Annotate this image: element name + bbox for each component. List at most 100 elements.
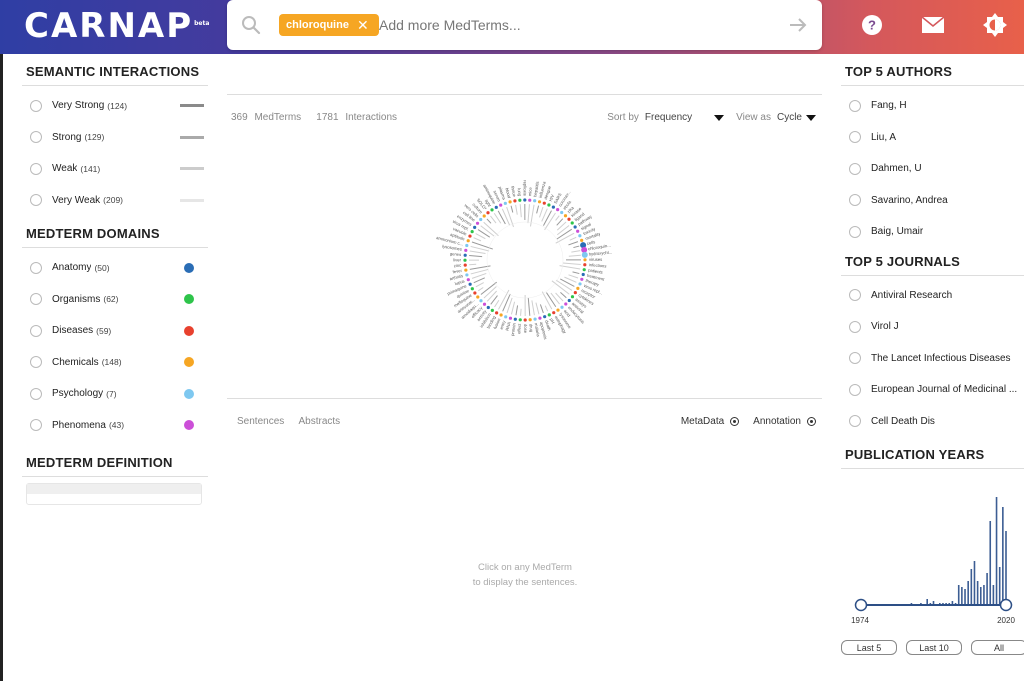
medterm-label[interactable]: HIV bbox=[548, 194, 555, 203]
medterm-node[interactable] bbox=[473, 225, 477, 229]
medterm-node[interactable] bbox=[486, 305, 490, 310]
medterm-label[interactable]: drug bbox=[528, 324, 534, 333]
interaction-very-strong[interactable]: Very Strong (124) bbox=[22, 90, 208, 122]
medterm-label[interactable]: malaria bbox=[534, 323, 541, 338]
medterm-label[interactable]: fever bbox=[452, 268, 463, 275]
radio-button[interactable] bbox=[30, 293, 42, 306]
author-item[interactable]: Savarino, Andrea bbox=[841, 185, 1024, 217]
medterm-node[interactable] bbox=[580, 238, 584, 242]
last-5-button[interactable]: Last 5 bbox=[841, 640, 897, 655]
medterm-node[interactable] bbox=[542, 201, 546, 205]
medterm-node[interactable] bbox=[523, 198, 527, 202]
range-end-handle[interactable] bbox=[999, 598, 1013, 612]
medterm-label[interactable]: quinine bbox=[456, 288, 471, 299]
medterm-label[interactable]: liver bbox=[453, 257, 461, 262]
medterm-node[interactable] bbox=[490, 208, 494, 212]
journal-item[interactable]: Antiviral Research bbox=[841, 280, 1024, 312]
medterm-node[interactable] bbox=[473, 291, 477, 295]
medterm-node[interactable] bbox=[476, 295, 480, 299]
medterm-label[interactable]: pH bbox=[549, 317, 556, 324]
medterm-label[interactable]: serum bbox=[492, 190, 501, 203]
medterm-label[interactable]: zinc bbox=[454, 263, 462, 269]
metadata-radio[interactable] bbox=[730, 417, 740, 426]
medterm-node[interactable] bbox=[537, 200, 542, 204]
medterm-chip[interactable]: chloroquine ✕ bbox=[279, 14, 379, 36]
domain-organisms[interactable]: Organisms (62) bbox=[22, 284, 208, 316]
medterm-node[interactable] bbox=[573, 225, 577, 229]
domain-diseases[interactable]: Diseases (59) bbox=[22, 315, 208, 347]
medterm-node[interactable] bbox=[518, 318, 522, 322]
medterm-label[interactable]: hydroxychl... bbox=[589, 250, 613, 257]
medterm-label[interactable]: aptitude bbox=[450, 232, 466, 242]
medterm-node[interactable] bbox=[503, 201, 507, 205]
medterm-node[interactable] bbox=[567, 217, 571, 221]
journal-item[interactable]: The Lancet Infectious Diseases bbox=[841, 343, 1024, 375]
medterm-node[interactable] bbox=[581, 246, 588, 253]
medterm-label[interactable]: ebola bbox=[562, 199, 573, 211]
medterm-node[interactable] bbox=[576, 229, 580, 233]
medterm-label[interactable]: fusion bbox=[492, 317, 501, 330]
medterm-label[interactable]: signal bbox=[580, 222, 592, 232]
medterm-label[interactable]: death bbox=[544, 320, 552, 332]
medterm-node[interactable] bbox=[482, 302, 487, 306]
radio-button[interactable] bbox=[30, 162, 42, 175]
medterm-label[interactable]: assays bbox=[574, 297, 587, 309]
radio-button[interactable] bbox=[30, 131, 42, 144]
carnap-logo[interactable]: CARNAP beta bbox=[24, 8, 209, 44]
medterm-node[interactable] bbox=[479, 299, 483, 303]
medterm-label[interactable]: dengue bbox=[543, 185, 552, 200]
medterm-node[interactable] bbox=[570, 295, 575, 299]
radio-button[interactable] bbox=[849, 162, 861, 175]
all-button[interactable]: All bbox=[971, 640, 1024, 655]
domain-psychology[interactable]: Psychology (7) bbox=[22, 378, 208, 410]
radio-button[interactable] bbox=[849, 383, 861, 396]
medterm-node[interactable] bbox=[581, 251, 588, 258]
medterm-node[interactable] bbox=[464, 268, 468, 272]
medterm-label[interactable]: mice bbox=[527, 186, 533, 196]
medterm-label[interactable]: toxicity bbox=[582, 226, 597, 236]
mail-button[interactable] bbox=[921, 13, 945, 37]
radio-button[interactable] bbox=[30, 194, 42, 207]
medterm-node[interactable] bbox=[581, 272, 585, 277]
medterm-label[interactable]: treatment bbox=[587, 273, 606, 282]
medterm-label[interactable]: arthritis bbox=[449, 273, 464, 281]
domain-chemicals[interactable]: Chemicals (148) bbox=[22, 347, 208, 379]
medterm-node[interactable] bbox=[513, 317, 517, 321]
medterm-label[interactable]: dose bbox=[523, 324, 528, 334]
journal-item[interactable]: Cell Death Dis bbox=[841, 406, 1024, 438]
medterm-label[interactable]: chloroquin... bbox=[588, 243, 611, 252]
medterm-cycle-graph[interactable]: cellschloroquin...hydroxychl...virusesin… bbox=[407, 142, 643, 378]
medterm-node[interactable] bbox=[583, 258, 587, 262]
chevron-down-icon[interactable] bbox=[714, 114, 725, 121]
medterm-label[interactable]: influenza bbox=[538, 180, 547, 198]
medterm-node[interactable] bbox=[504, 315, 508, 319]
medterm-label[interactable]: light bbox=[484, 199, 493, 209]
journal-item[interactable]: Virol J bbox=[841, 311, 1024, 343]
author-item[interactable]: Dahmen, U bbox=[841, 153, 1024, 185]
arrow-right-icon[interactable] bbox=[788, 15, 808, 35]
medterm-node[interactable] bbox=[470, 287, 474, 291]
medterm-node[interactable] bbox=[528, 198, 532, 202]
medterm-node[interactable] bbox=[556, 208, 560, 212]
medterm-label[interactable]: lysosomes bbox=[442, 244, 462, 252]
medterm-node[interactable] bbox=[547, 313, 551, 317]
medterm-node[interactable] bbox=[463, 253, 467, 257]
chevron-down-icon[interactable] bbox=[806, 114, 816, 121]
medterm-label[interactable]: cells bbox=[586, 239, 595, 246]
radio-button[interactable] bbox=[849, 225, 861, 238]
interaction-strong[interactable]: Strong (129) bbox=[22, 122, 208, 154]
medterm-node[interactable] bbox=[578, 282, 582, 286]
medterm-label[interactable]: lung bbox=[517, 188, 523, 197]
radio-button[interactable] bbox=[849, 289, 861, 302]
medterm-label[interactable]: patients bbox=[588, 267, 603, 274]
radio-button[interactable] bbox=[30, 356, 42, 369]
medterm-node[interactable] bbox=[468, 234, 472, 238]
radio-button[interactable] bbox=[849, 320, 861, 333]
sort-select[interactable]: Frequency bbox=[644, 112, 693, 123]
medterm-node[interactable] bbox=[543, 315, 547, 319]
radio-button[interactable] bbox=[30, 99, 42, 112]
medterm-label[interactable]: effect bbox=[516, 323, 522, 334]
search-input[interactable] bbox=[379, 13, 769, 37]
medterm-node[interactable] bbox=[573, 291, 577, 295]
medterm-node[interactable] bbox=[547, 203, 551, 207]
